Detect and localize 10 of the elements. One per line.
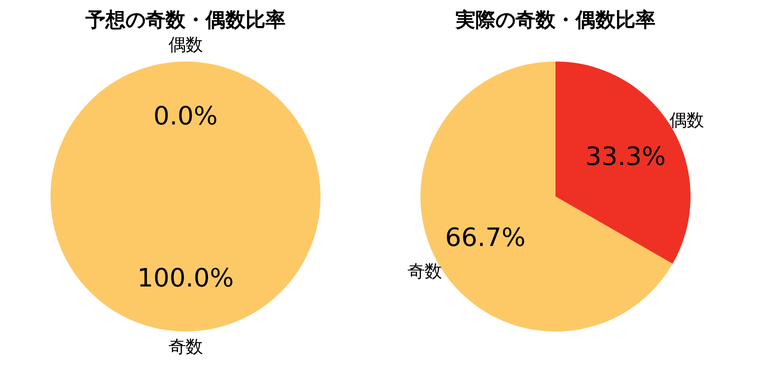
slice-label: 奇数 bbox=[168, 338, 202, 358]
slice-label: 奇数 bbox=[408, 262, 442, 282]
chart-title: 実際の奇数・偶数比率 bbox=[454, 8, 656, 32]
data-label: 33.3% bbox=[585, 140, 666, 171]
slice-label: 偶数 bbox=[669, 110, 704, 131]
category-label: 偶数 bbox=[168, 35, 202, 56]
text: 0.0% bbox=[153, 100, 218, 130]
chart-title: 予想の奇数・偶数比率 bbox=[84, 8, 286, 32]
data-label: 100.0% bbox=[137, 262, 234, 293]
data-label: 66.7% bbox=[445, 222, 526, 252]
